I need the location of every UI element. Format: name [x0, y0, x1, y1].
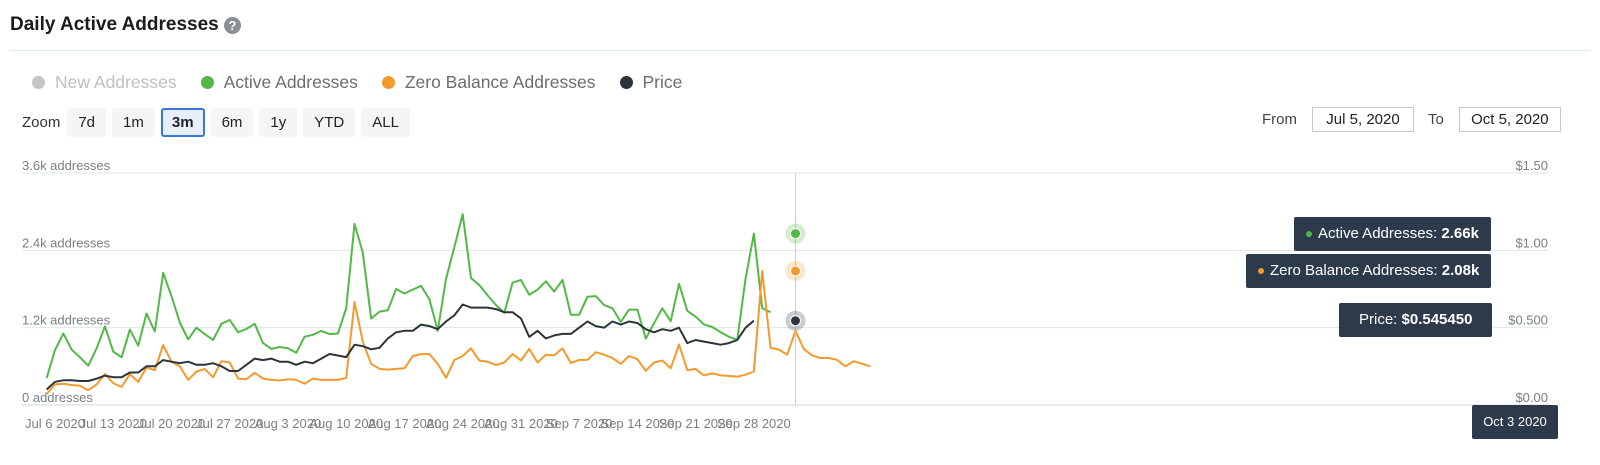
legend-item-active-addresses[interactable]: Active Addresses	[200, 71, 358, 93]
line-chart[interactable]: 0 addresses 1.2k addresses 2.4k addresses 3…	[0, 150, 1600, 465]
x-tick-label: Aug 24 2020	[426, 416, 500, 431]
y-left-tick-label: 2.4k addresses	[22, 235, 111, 250]
to-date-input[interactable]: Oct 5, 2020	[1458, 107, 1561, 132]
tooltip-date: Oct 3 2020	[1472, 405, 1558, 439]
x-tick-label: Sep 21 2020	[659, 416, 733, 431]
x-tick-label: Sep 14 2020	[601, 416, 675, 431]
tooltip-zero-label: Zero Balance Addresses:	[1270, 262, 1442, 279]
legend-dot-icon	[32, 75, 45, 89]
legend-label: Price	[642, 71, 683, 92]
to-label: To	[1428, 111, 1444, 128]
legend-label: Active Addresses	[223, 71, 358, 92]
from-date-input[interactable]: Jul 5, 2020	[1312, 107, 1414, 132]
legend-dot-icon	[381, 75, 395, 89]
y-right-tick-label: $0.500	[1508, 313, 1548, 328]
y-right-tick-label: $1.50	[1515, 158, 1548, 173]
tooltip-active-value: 2.66k	[1441, 225, 1479, 242]
series-line-zero-balance-addresses	[45, 270, 871, 395]
x-tick-label: Jul 20 2020	[138, 416, 205, 431]
tooltip-price-value: $0.545450	[1401, 311, 1473, 328]
active-series-dot-icon	[1306, 231, 1312, 238]
x-tick-label: Aug 10 2020	[309, 416, 383, 431]
zoom-button-1y[interactable]: 1y	[259, 108, 298, 137]
zoom-controls: Zoom 7d 1m 3m 6m 1y YTD ALL	[22, 108, 416, 137]
x-tick-label: Jul 13 2020	[80, 416, 147, 431]
legend-item-price[interactable]: Price	[619, 71, 683, 93]
legend-label: New Addresses	[55, 71, 177, 92]
zero-series-dot-icon	[1258, 268, 1264, 275]
x-tick-label: Jul 6 2020	[25, 416, 85, 431]
legend-item-new-addresses[interactable]: New Addresses	[32, 72, 177, 93]
zoom-button-ytd[interactable]: YTD	[303, 108, 356, 137]
chart-legend: New Addresses Active Addresses Zero Balanc…	[32, 70, 706, 94]
question-circle-icon[interactable]: ?	[224, 17, 241, 34]
series-line-active-addresses	[45, 213, 771, 379]
tooltip-zero-balance: Zero Balance Addresses: 2.08k	[1246, 254, 1492, 288]
y-left-tick-label: 0 addresses	[22, 390, 93, 405]
x-tick-label: Aug 3 2020	[255, 416, 322, 431]
x-tick-label: Aug 31 2020	[484, 416, 558, 431]
y-left-tick-label: 3.6k addresses	[22, 158, 111, 173]
y-right-tick-label: $1.00	[1515, 235, 1548, 250]
series-line-price	[46, 303, 755, 391]
zoom-button-1m[interactable]: 1m	[112, 108, 155, 137]
x-tick-label: Sep 28 2020	[717, 416, 791, 431]
x-tick-label: Sep 7 2020	[546, 416, 613, 431]
zoom-button-all[interactable]: ALL	[361, 108, 410, 137]
tooltip-zero-value: 2.08k	[1441, 262, 1480, 279]
date-range: From Jul 5, 2020 To Oct 5, 2020	[1262, 107, 1575, 132]
page-title: Daily Active Addresses	[10, 14, 219, 35]
legend-label: Zero Balance Addresses	[404, 71, 596, 92]
zoom-button-7d[interactable]: 7d	[67, 108, 107, 137]
legend-item-zero-balance-addresses[interactable]: Zero Balance Addresses	[381, 71, 596, 93]
hover-point-active-addresses	[789, 228, 801, 240]
hover-point-price	[789, 315, 801, 327]
legend-dot-icon	[619, 75, 633, 89]
zoom-button-6m[interactable]: 6m	[210, 108, 254, 137]
y-right-tick-label: $0.00	[1515, 390, 1548, 405]
hover-point-zero-balance-addresses	[789, 265, 801, 277]
y-left-tick-label: 1.2k addresses	[22, 313, 111, 328]
tooltip-active-addresses: Active Addresses: 2.66k	[1294, 217, 1491, 251]
from-label: From	[1262, 111, 1297, 128]
tooltip-price-label: Price:	[1359, 311, 1402, 328]
zoom-button-3m[interactable]: 3m	[160, 108, 205, 137]
tooltip-active-label: Active Addresses:	[1318, 225, 1442, 242]
x-tick-label: Jul 27 2020	[196, 416, 263, 431]
tooltip-price: Price: $0.545450	[1339, 303, 1493, 337]
zoom-label: Zoom	[22, 114, 61, 131]
chart-header: Daily Active Addresses ?	[10, 12, 1590, 51]
legend-dot-icon	[200, 75, 214, 89]
x-tick-label: Aug 17 2020	[368, 416, 442, 431]
